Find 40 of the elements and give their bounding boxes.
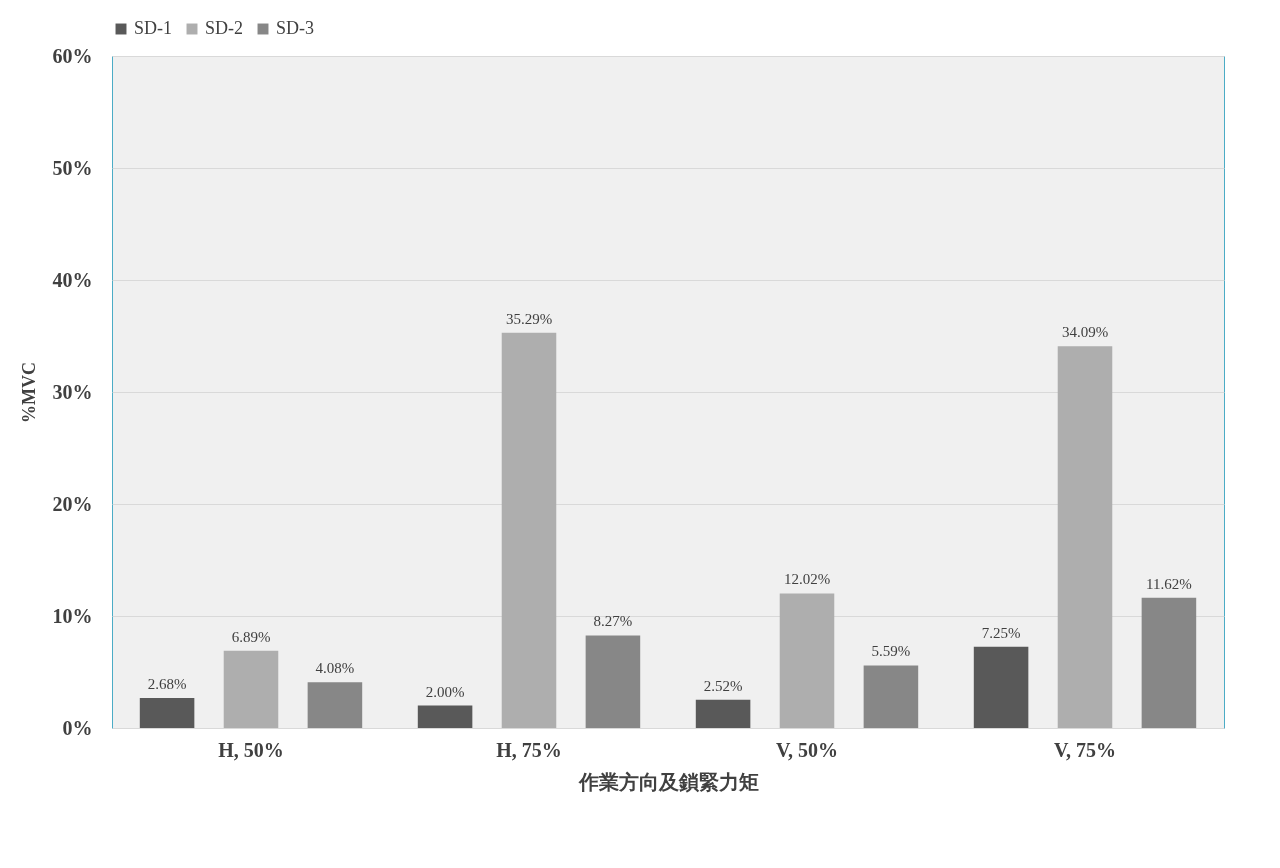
bar <box>973 646 1029 728</box>
data-label: 5.59% <box>871 643 911 660</box>
data-label: 34.09% <box>1061 324 1109 341</box>
bar <box>1057 346 1113 728</box>
legend-label: SD-1 <box>134 18 173 38</box>
bar <box>863 665 919 728</box>
bar <box>417 705 473 728</box>
bar <box>695 699 751 728</box>
data-label: 8.27% <box>593 613 633 630</box>
data-label: 6.89% <box>231 628 271 645</box>
y-tick-label: 30% <box>52 380 93 403</box>
data-label: 4.08% <box>315 660 355 677</box>
data-label: 2.68% <box>147 675 187 692</box>
data-label: 2.52% <box>703 677 743 694</box>
data-label: 12.02% <box>783 571 831 588</box>
x-axis-title: 作業方向及鎖緊力矩 <box>577 770 759 793</box>
y-tick-label: 50% <box>52 156 93 179</box>
data-label: 2.00% <box>425 683 465 700</box>
bar <box>139 697 195 728</box>
bar <box>223 650 279 728</box>
legend-label: SD-3 <box>276 18 315 38</box>
y-tick-label: 20% <box>52 492 93 515</box>
x-tick-label: V, 50% <box>776 738 838 761</box>
y-axis-title: %MVC <box>18 362 39 423</box>
data-label: 11.62% <box>1146 575 1192 592</box>
data-label: 35.29% <box>505 310 553 327</box>
y-tick-label: 60% <box>52 44 93 67</box>
data-label: 7.25% <box>981 624 1021 641</box>
y-tick-label: 10% <box>52 604 93 627</box>
y-tick-label: 0% <box>62 716 93 739</box>
bar <box>779 593 835 728</box>
x-tick-label: V, 75% <box>1054 738 1116 761</box>
y-tick-label: 40% <box>52 268 93 291</box>
legend-label: SD-2 <box>205 18 244 38</box>
x-tick-label: H, 50% <box>218 738 284 761</box>
bar <box>501 332 557 728</box>
bar <box>585 635 641 728</box>
bar <box>307 682 363 728</box>
x-tick-label: H, 75% <box>496 738 562 761</box>
bar <box>1141 597 1197 728</box>
